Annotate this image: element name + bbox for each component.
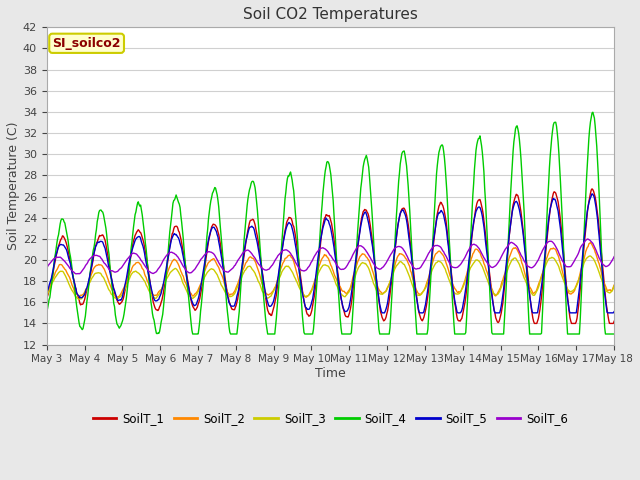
- Title: Soil CO2 Temperatures: Soil CO2 Temperatures: [243, 7, 418, 22]
- Legend: SoilT_1, SoilT_2, SoilT_3, SoilT_4, SoilT_5, SoilT_6: SoilT_1, SoilT_2, SoilT_3, SoilT_4, Soil…: [88, 408, 573, 430]
- Y-axis label: Soil Temperature (C): Soil Temperature (C): [7, 121, 20, 250]
- Text: SI_soilco2: SI_soilco2: [52, 37, 121, 50]
- X-axis label: Time: Time: [315, 367, 346, 380]
